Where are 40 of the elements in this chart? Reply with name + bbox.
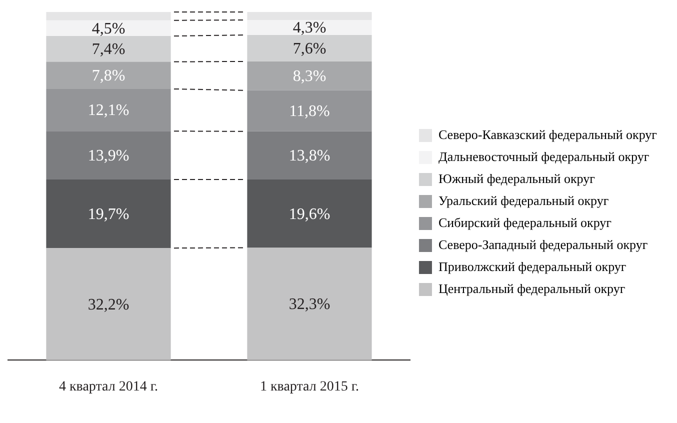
legend-label: Центральный федеральный округ [438, 280, 626, 296]
bar [247, 179, 372, 248]
legend-label: Сибирский федеральный округ [438, 214, 612, 230]
data-label: 32,3% [288, 296, 330, 314]
bar [46, 248, 171, 360]
data-label: 11,8% [289, 103, 330, 120]
legend-label: Южный федеральный округ [438, 170, 595, 186]
bar [46, 12, 171, 20]
data-label: 12,1% [88, 102, 130, 120]
legend-label: Северо-Западный федеральный округ [438, 236, 648, 252]
data-label: 4,5% [92, 20, 126, 38]
bar [247, 131, 372, 180]
legend-label: Уральский федеральный округ [438, 192, 609, 208]
legend-label: Дальневосточный федеральный округ [438, 148, 650, 164]
bar [247, 90, 372, 132]
bar [247, 34, 372, 62]
data-label: 19,6% [288, 206, 330, 223]
data-label: 4,3% [292, 20, 326, 37]
bar [247, 12, 372, 20]
bar [247, 61, 372, 90]
x-tick-label: 1 квартал 2015 г. [260, 379, 360, 394]
bar [46, 36, 171, 62]
bar [46, 62, 171, 89]
data-label: 7,8% [92, 68, 126, 85]
bar [46, 179, 171, 248]
data-label: 7,6% [292, 40, 326, 58]
legend-label: Приволжский федеральный округ [438, 258, 626, 274]
bar [46, 20, 171, 36]
data-label: 8,3% [292, 68, 326, 86]
data-label: 32,2% [88, 296, 130, 314]
data-label: 7,4% [92, 41, 126, 58]
legend-label: Северо-Кавказский федеральный округ [438, 126, 658, 142]
data-label: 19,7% [88, 206, 130, 223]
x-tick-label: 4 квартал 2014 г. [58, 379, 158, 394]
data-label: 13,9% [88, 147, 130, 164]
bar [46, 131, 171, 180]
data-label: 13,8% [288, 148, 330, 165]
bar [247, 20, 372, 35]
bar [46, 88, 171, 132]
bar [247, 248, 372, 360]
